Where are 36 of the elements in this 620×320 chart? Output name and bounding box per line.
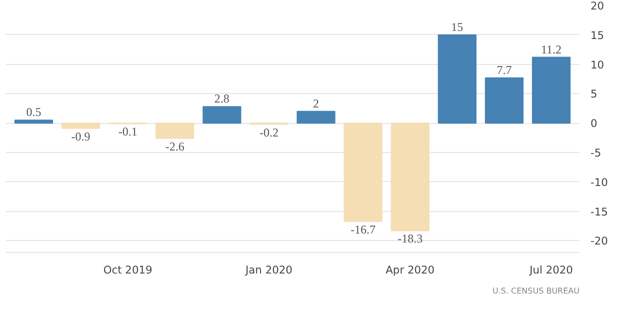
y-tick-label: -5 xyxy=(590,146,602,160)
bar xyxy=(344,122,382,222)
y-tick-label: 20 xyxy=(590,0,604,12)
bar xyxy=(14,120,54,124)
data-label: 11.2 xyxy=(540,42,562,56)
data-label: -2.6 xyxy=(165,139,184,154)
y-tick-label: 10 xyxy=(590,58,604,72)
data-label: -0.2 xyxy=(259,125,278,140)
data-label: 2 xyxy=(313,96,320,110)
data-label: 7.7 xyxy=(496,62,512,77)
bar xyxy=(296,110,336,124)
data-label: 2.8 xyxy=(214,92,230,106)
bar xyxy=(390,122,430,232)
data-label: -0.9 xyxy=(71,129,90,144)
data-label: 15 xyxy=(451,20,464,34)
data-label: -18.3 xyxy=(398,232,423,246)
bar xyxy=(156,122,194,139)
data-label: -0.1 xyxy=(118,124,138,139)
data-label: 0.5 xyxy=(26,105,42,120)
text: U.S. CENSUS BUREAU xyxy=(492,286,580,296)
data-label: -16.7 xyxy=(350,222,376,236)
bar xyxy=(202,106,242,124)
y-tick-label: -10 xyxy=(590,176,608,189)
x-tick-label: Oct 2019 xyxy=(103,264,153,276)
y-tick-label: -15 xyxy=(590,205,608,218)
x-tick-label: Jan 2020 xyxy=(244,264,293,276)
y-tick-label: 0 xyxy=(590,117,598,130)
y-tick-label: 5 xyxy=(590,88,598,101)
bar xyxy=(61,122,100,129)
bar xyxy=(438,34,476,124)
bar xyxy=(532,56,571,124)
y-tick-label: -20 xyxy=(590,234,608,248)
y-tick-label: 15 xyxy=(590,28,604,42)
x-tick-label: Apr 2020 xyxy=(386,264,435,276)
bar xyxy=(484,77,524,124)
x-tick-label: Jul 2020 xyxy=(528,264,574,276)
